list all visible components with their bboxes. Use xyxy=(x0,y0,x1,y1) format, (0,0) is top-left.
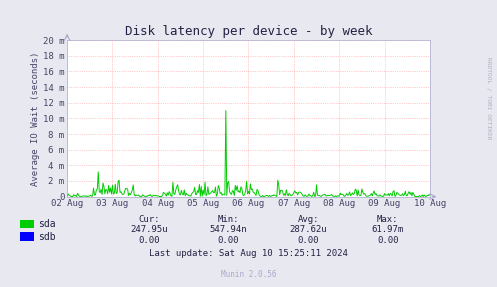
Text: 247.95u: 247.95u xyxy=(130,225,168,234)
Text: 0.00: 0.00 xyxy=(377,236,399,245)
Text: 287.62u: 287.62u xyxy=(289,225,327,234)
Text: sdb: sdb xyxy=(38,232,55,242)
Text: Max:: Max: xyxy=(377,215,399,224)
Text: 0.00: 0.00 xyxy=(297,236,319,245)
Text: Avg:: Avg: xyxy=(297,215,319,224)
Text: 547.94n: 547.94n xyxy=(210,225,248,234)
Text: sda: sda xyxy=(38,219,55,229)
Y-axis label: Average IO Wait (seconds): Average IO Wait (seconds) xyxy=(31,51,40,186)
Text: Last update: Sat Aug 10 15:25:11 2024: Last update: Sat Aug 10 15:25:11 2024 xyxy=(149,249,348,259)
Text: Cur:: Cur: xyxy=(138,215,160,224)
Text: Munin 2.0.56: Munin 2.0.56 xyxy=(221,269,276,279)
Text: 0.00: 0.00 xyxy=(138,236,160,245)
Text: Min:: Min: xyxy=(218,215,240,224)
Text: 61.97m: 61.97m xyxy=(372,225,404,234)
Text: 0.00: 0.00 xyxy=(218,236,240,245)
Text: RRDTOOL / TOBI OETIKER: RRDTOOL / TOBI OETIKER xyxy=(486,57,491,140)
Title: Disk latency per device - by week: Disk latency per device - by week xyxy=(125,25,372,38)
